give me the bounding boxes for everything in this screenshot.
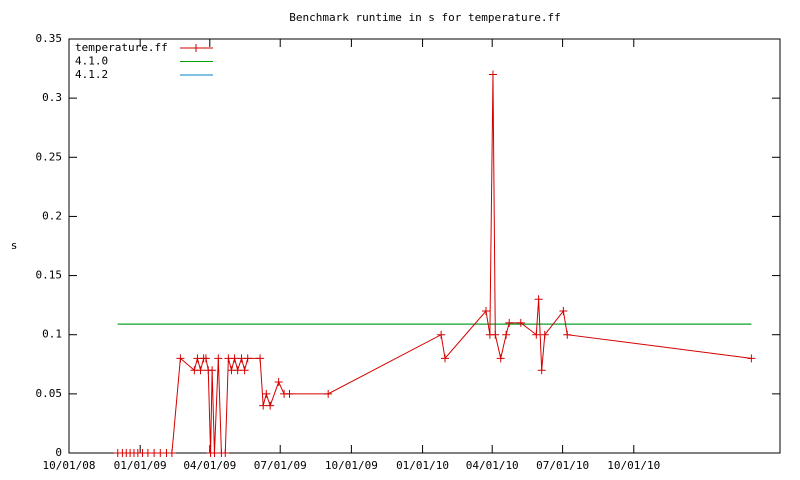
y-axis-label: s xyxy=(11,239,18,252)
point-marker xyxy=(266,401,275,410)
point-marker xyxy=(243,354,252,363)
x-tick-label: 04/01/10 xyxy=(466,459,519,472)
point-marker xyxy=(259,401,268,410)
point-marker xyxy=(482,307,491,316)
legend-label: temperature.ff xyxy=(75,41,168,54)
x-tick-label: 01/01/10 xyxy=(396,459,449,472)
y-tick-label: 0 xyxy=(55,446,62,459)
point-marker xyxy=(516,318,525,327)
point-marker xyxy=(256,354,265,363)
point-marker xyxy=(488,70,497,79)
point-marker xyxy=(496,354,505,363)
point-marker xyxy=(214,354,223,363)
plot-border xyxy=(68,38,781,454)
legend-label: 4.1.2 xyxy=(75,68,108,81)
point-marker xyxy=(274,378,283,387)
point-marker xyxy=(540,330,549,339)
y-tick-label: 0.3 xyxy=(42,91,62,104)
point-marker xyxy=(537,366,546,375)
y-tick-label: 0.25 xyxy=(36,150,63,163)
point-marker xyxy=(441,354,450,363)
x-tick-label: 01/01/09 xyxy=(114,459,167,472)
point-marker xyxy=(221,449,230,457)
point-marker xyxy=(534,295,543,304)
x-tick-label: 07/01/09 xyxy=(254,459,307,472)
y-tick-label: 0.15 xyxy=(36,269,63,282)
chart-title: Benchmark runtime in s for temperature.f… xyxy=(289,11,561,24)
legend-label: 4.1.0 xyxy=(75,55,108,68)
point-marker xyxy=(491,330,500,339)
y-tick-label: 0.2 xyxy=(42,209,62,222)
point-marker xyxy=(437,330,446,339)
point-marker xyxy=(176,354,185,363)
x-tick-label: 07/01/10 xyxy=(536,459,589,472)
point-marker xyxy=(210,449,219,457)
x-tick-label: 10/01/09 xyxy=(325,459,378,472)
x-tick-label: 10/01/08 xyxy=(43,459,96,472)
point-marker xyxy=(502,330,511,339)
y-tick-label: 0.1 xyxy=(42,328,62,341)
legend-marker xyxy=(192,44,200,52)
point-marker xyxy=(559,307,568,316)
x-tick-label: 10/01/10 xyxy=(607,459,660,472)
series-line xyxy=(117,74,752,454)
point-marker xyxy=(262,389,271,398)
point-marker xyxy=(167,449,176,457)
point-marker xyxy=(285,389,294,398)
point-marker xyxy=(240,366,249,375)
point-marker xyxy=(324,389,333,398)
y-tick-label: 0.35 xyxy=(36,32,63,45)
x-tick-label: 04/01/09 xyxy=(183,459,236,472)
point-marker xyxy=(230,354,239,363)
point-marker xyxy=(532,330,541,339)
y-tick-label: 0.05 xyxy=(36,387,63,400)
point-marker xyxy=(233,366,242,375)
point-marker xyxy=(196,366,205,375)
point-marker xyxy=(563,330,572,339)
point-marker xyxy=(208,366,217,375)
point-marker xyxy=(201,354,210,363)
point-marker xyxy=(505,318,514,327)
point-marker xyxy=(747,354,756,363)
